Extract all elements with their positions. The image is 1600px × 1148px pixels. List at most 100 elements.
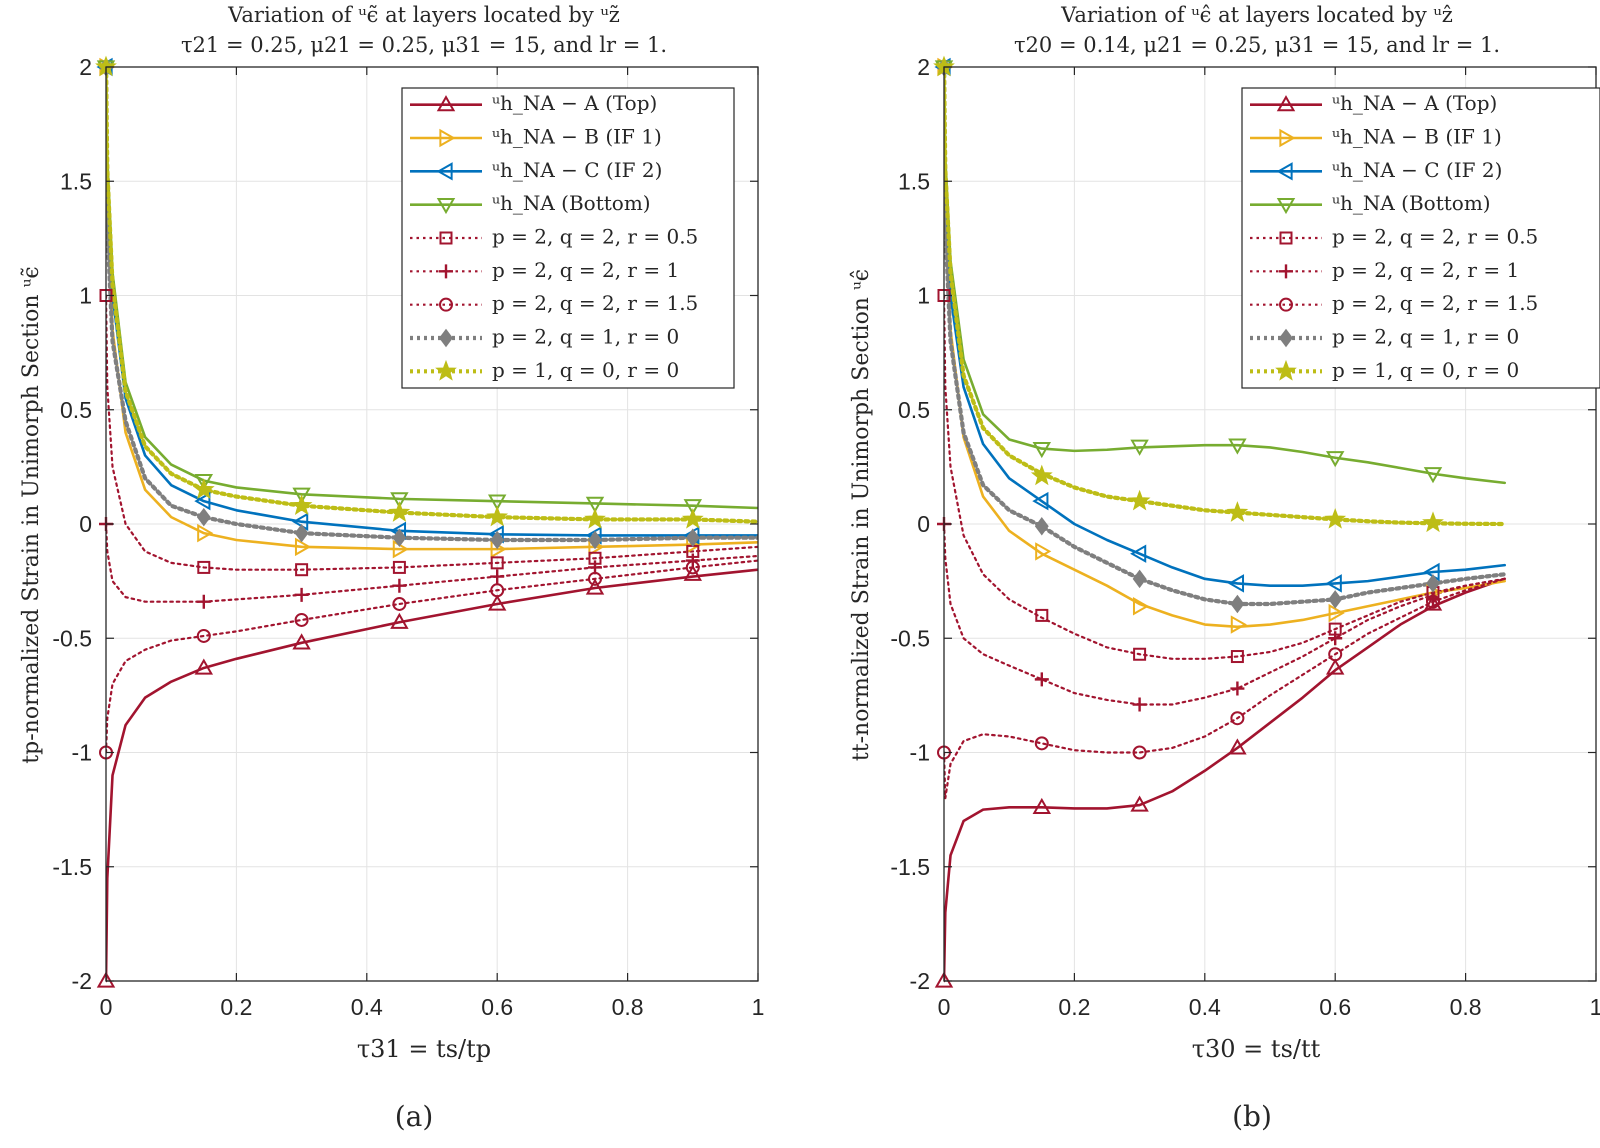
series-5-point xyxy=(1035,608,1049,622)
series-1-point xyxy=(292,633,311,650)
series-9-point xyxy=(388,501,411,522)
series-line-9 xyxy=(106,64,758,524)
series-1-point xyxy=(390,612,409,629)
legend: ᵘh_NA − A (Top) ᵘh_NA − B (IF 1) ᵘh_NA − C… xyxy=(1241,87,1600,389)
series-8-point xyxy=(1426,574,1440,593)
legend-label-8: p = 2, q = 1, r = 0 xyxy=(1332,325,1519,349)
y-tick-label: -2 xyxy=(910,968,930,994)
series-7-point xyxy=(1034,736,1049,751)
series-1-point xyxy=(1130,795,1149,812)
series-8-point xyxy=(490,530,505,550)
legend-label-9: p = 1, q = 0, r = 0 xyxy=(492,358,679,382)
series-9-point xyxy=(1422,511,1444,533)
x-tick-label: 0.4 xyxy=(1189,994,1221,1020)
series-5-point xyxy=(197,560,211,574)
series-2-point xyxy=(1230,615,1247,634)
series-line-7 xyxy=(106,559,758,754)
y-tick-label: 1 xyxy=(917,283,930,309)
legend-label-8: p = 2, q = 1, r = 0 xyxy=(492,325,679,349)
series-4-point xyxy=(1325,451,1345,468)
series-7-point xyxy=(1426,594,1440,609)
legend-marker xyxy=(439,328,453,348)
series-line-1 xyxy=(944,577,1507,983)
panel-a-title: Variation of ᵘϵ̃ at layers located by ᵘz… xyxy=(227,3,620,27)
legend-marker xyxy=(439,231,453,245)
series-line-9 xyxy=(944,64,1507,527)
legend-marker xyxy=(436,162,453,181)
series-5-point xyxy=(392,560,406,574)
series-7-point xyxy=(392,596,407,611)
y-tick-label: 0 xyxy=(79,511,92,537)
panel-b-caption: (b) xyxy=(1232,1100,1272,1133)
series-6-point xyxy=(294,587,309,602)
panel-a-ylabel: tp-normalized Strain in Unimorph Section… xyxy=(19,266,44,763)
legend-marker xyxy=(1276,95,1296,112)
panel-a-xlabel: τ31 = ts/tp xyxy=(357,1035,491,1063)
series-7-point xyxy=(1230,711,1245,726)
series-8-point xyxy=(294,523,309,543)
y-tick-label: -2 xyxy=(72,968,92,994)
series-8-point xyxy=(1034,517,1049,536)
legend-marker xyxy=(1279,328,1293,348)
series-1-point xyxy=(96,971,116,988)
series-4-point xyxy=(1228,438,1247,455)
series-9-point xyxy=(1324,508,1347,529)
series-4-point xyxy=(683,499,703,516)
series-1-point xyxy=(585,578,605,595)
legend-label-4: ᵘh_NA (Bottom) xyxy=(1332,191,1491,215)
legend-label-4: ᵘh_NA (Bottom) xyxy=(492,191,651,215)
x-tick-label: 0 xyxy=(938,994,951,1020)
x-tick-label: 0.8 xyxy=(612,994,644,1020)
legend-label-2: ᵘh_NA − B (IF 1) xyxy=(492,125,662,149)
series-1-point xyxy=(1228,738,1247,755)
y-tick-label: 0.5 xyxy=(898,397,930,423)
series-6-point xyxy=(1328,631,1343,646)
x-tick-label: 0.4 xyxy=(351,994,383,1020)
series-5-point xyxy=(1230,650,1244,664)
series-1-point xyxy=(194,658,214,675)
panel-b-xlabel: τ30 = ts/tt xyxy=(1192,1035,1321,1063)
legend-marker xyxy=(1279,264,1293,279)
series-9-point xyxy=(290,494,313,515)
series-2-point xyxy=(197,523,214,543)
series-3-point xyxy=(1130,544,1147,563)
series-6-point xyxy=(490,569,505,584)
legend-marker xyxy=(1276,162,1293,181)
series-line-4 xyxy=(944,65,1507,485)
series-7-point xyxy=(685,560,700,575)
legend-marker xyxy=(1279,231,1293,245)
y-tick-label: -0.5 xyxy=(890,625,930,651)
legend-marker xyxy=(439,128,456,148)
y-tick-label: -1 xyxy=(72,740,92,766)
series-7-point xyxy=(1328,647,1343,662)
legend-label-5: p = 2, q = 2, r = 0.5 xyxy=(1332,225,1538,249)
y-tick-label: 1.5 xyxy=(60,168,92,194)
y-tick-label: 0 xyxy=(917,511,930,537)
series-line-3 xyxy=(944,65,1507,587)
legend-label-1: ᵘh_NA − A (Top) xyxy=(1332,91,1497,115)
series-2-point xyxy=(1328,603,1345,623)
series-3-point xyxy=(1325,574,1342,593)
y-tick-label: 2 xyxy=(79,54,92,80)
series-3-point xyxy=(194,491,211,511)
x-tick-label: 0 xyxy=(100,994,113,1020)
series-1-point xyxy=(683,564,703,581)
series-lines xyxy=(944,64,1507,983)
legend-marker xyxy=(1276,198,1296,215)
series-line-1 xyxy=(106,568,758,983)
series-8-point xyxy=(392,528,407,547)
x-tick-label: 1 xyxy=(1590,994,1600,1020)
x-tick-label: 0.8 xyxy=(1450,994,1482,1020)
series-5-point xyxy=(295,563,309,577)
legend-label-7: p = 2, q = 2, r = 1.5 xyxy=(492,291,698,315)
series-line-8 xyxy=(944,64,1507,607)
series-4-point xyxy=(1130,439,1149,456)
series-line-2 xyxy=(944,65,1507,629)
x-tick-label: 0.2 xyxy=(220,994,252,1020)
series-4-point xyxy=(390,492,409,509)
legend-label-6: p = 2, q = 2, r = 1 xyxy=(492,258,679,282)
series-line-5 xyxy=(106,294,758,571)
series-9-point xyxy=(486,505,509,527)
series-8-point xyxy=(1132,569,1147,589)
